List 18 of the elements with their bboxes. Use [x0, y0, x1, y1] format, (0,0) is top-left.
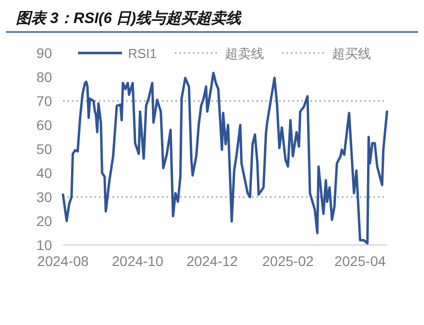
title: 图表 3：RSI(6 日)线与超买超卖线 [16, 10, 242, 27]
y-tick-label: 70 [36, 93, 52, 109]
y-tick-label: 10 [36, 237, 52, 253]
x-tick-label: 2024-12 [186, 253, 238, 269]
y-tick-label: 40 [36, 165, 52, 181]
legend-label: 超卖线 [224, 46, 264, 61]
legend-label: 超买线 [332, 46, 371, 61]
y-tick-label: 60 [36, 117, 52, 133]
legend-label: RSI1 [128, 46, 157, 61]
x-tick-label: 2025-04 [334, 253, 386, 269]
y-tick-label: 80 [36, 69, 52, 85]
y-tick-label: 30 [36, 189, 52, 205]
y-tick-label: 20 [36, 213, 52, 229]
x-tick-label: 2024-08 [37, 253, 89, 269]
x-tick-label: 2024-10 [112, 253, 164, 269]
x-tick-label: 2025-02 [262, 253, 314, 269]
y-tick-label: 50 [36, 141, 52, 157]
y-tick-label: 90 [36, 45, 52, 61]
